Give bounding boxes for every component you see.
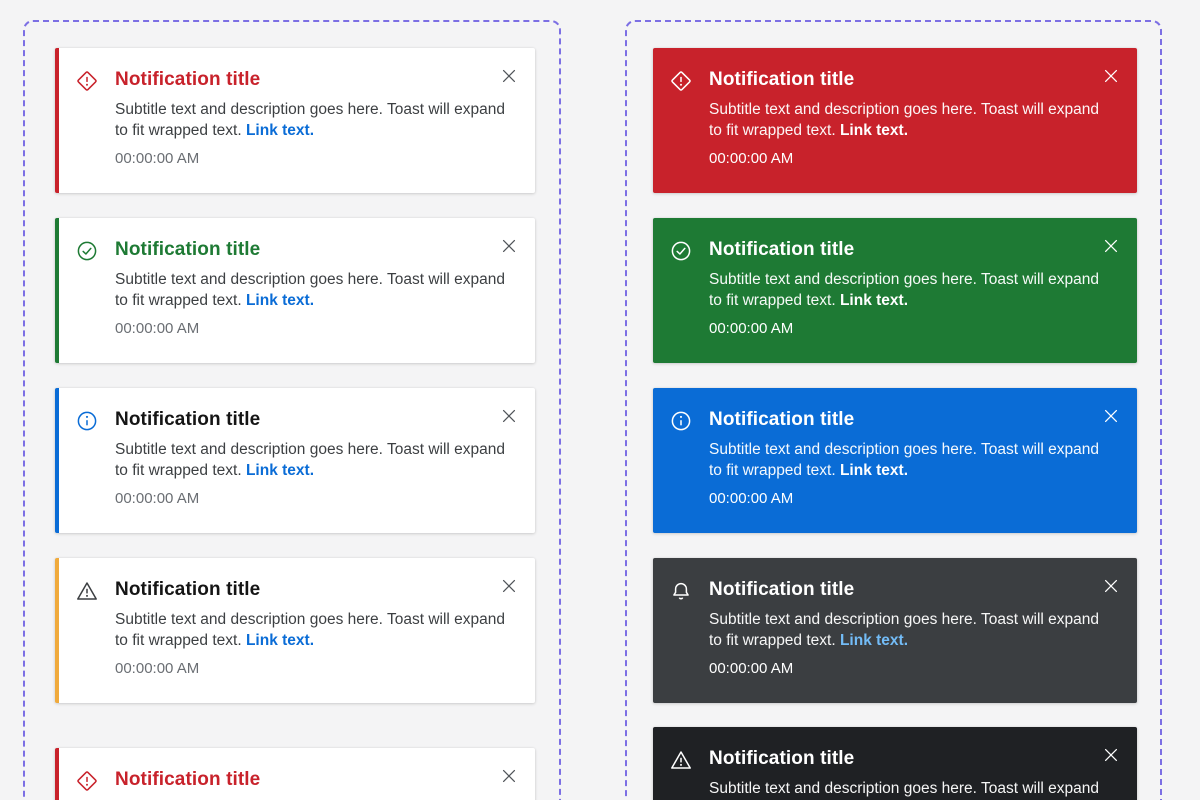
toast-subtitle-text: Subtitle text and description goes here.… [115,101,506,139]
toast-title: Notification title [115,69,261,90]
toast-timestamp: 00:00:00 AM [115,490,200,507]
toast-subtitle-text: Subtitle text and description goes here.… [115,611,506,649]
toast-link[interactable]: Link text. [245,292,315,309]
toast-title: Notification title [709,579,855,600]
close-icon[interactable] [1099,574,1123,598]
toast-link[interactable]: Link text. [245,122,315,139]
exclamation-diamond-icon [75,69,99,93]
toast-timestamp: 00:00:00 AM [709,660,794,677]
toast-subtitle-text: Subtitle text and description goes here.… [709,611,1100,649]
toast-timestamp: 00:00:00 AM [709,320,794,337]
toast-warning-outline: Notification title Subtitle text and des… [55,558,535,703]
close-icon[interactable] [1099,64,1123,88]
toast-subtitle: Subtitle text and description goes here.… [709,609,1101,651]
toast-subtitle: Subtitle text and description goes here.… [115,439,507,481]
toast-content: Notification title Subtitle text and des… [115,68,507,175]
warning-triangle-icon [75,579,99,603]
toast-link[interactable]: Link text. [839,632,909,649]
toast-subtitle: Subtitle text and description goes here.… [115,609,507,651]
info-circle-icon [75,409,99,433]
toast-danger-outline-2: Notification title Subtitle text and des… [55,748,535,800]
close-icon[interactable] [1099,743,1123,767]
close-icon[interactable] [497,234,521,258]
toast-content: Notification title Subtitle text and des… [709,238,1101,345]
toast-timestamp: 00:00:00 AM [115,660,200,677]
toast-title: Notification title [115,239,261,260]
toast-title: Notification title [709,239,855,260]
exclamation-diamond-icon [75,769,99,793]
toast-link[interactable]: Link text. [245,462,315,479]
check-circle-icon [669,239,693,263]
info-circle-icon [669,409,693,433]
toast-content: Notification title Subtitle text and des… [709,747,1101,800]
toast-subtitle: Subtitle text and description goes here.… [709,439,1101,481]
toast-title: Notification title [115,409,261,430]
toast-subtitle-text: Subtitle text and description goes here.… [709,441,1100,479]
close-icon[interactable] [497,574,521,598]
toast-subtitle-text: Subtitle text and description goes here.… [709,271,1100,309]
toast-timestamp: 00:00:00 AM [115,150,200,167]
toast-title: Notification title [709,409,855,430]
toast-subtitle-text: Subtitle text and description goes here.… [709,101,1100,139]
toast-danger-solid: Notification title Subtitle text and des… [653,48,1137,193]
toast-content: Notification title Subtitle text and des… [115,408,507,515]
close-icon[interactable] [497,404,521,428]
bell-icon [669,579,693,603]
toast-danger-outline-1: Notification title Subtitle text and des… [55,48,535,193]
toast-link[interactable]: Link text. [839,122,909,139]
toast-link[interactable]: Link text. [839,462,909,479]
toast-subtitle: Subtitle text and description goes here.… [709,778,1101,800]
toast-subtitle: Subtitle text and description goes here.… [115,269,507,311]
toast-link[interactable]: Link text. [245,632,315,649]
toast-title: Notification title [115,769,261,790]
toast-content: Notification title Subtitle text and des… [709,578,1101,685]
toast-title: Notification title [709,69,855,90]
toast-timestamp: 00:00:00 AM [709,150,794,167]
toast-title: Notification title [709,748,855,769]
check-circle-icon [75,239,99,263]
toast-link[interactable]: Link text. [839,292,909,309]
toast-timestamp: 00:00:00 AM [709,490,794,507]
exclamation-diamond-icon [669,69,693,93]
toast-timestamp: 00:00:00 AM [115,320,200,337]
close-icon[interactable] [497,764,521,788]
toast-notification-solid: Notification title Subtitle text and des… [653,558,1137,703]
toast-success-outline: Notification title Subtitle text and des… [55,218,535,363]
toast-success-solid: Notification title Subtitle text and des… [653,218,1137,363]
toast-subtitle: Subtitle text and description goes here.… [115,99,507,141]
toast-content: Notification title Subtitle text and des… [709,408,1101,515]
toast-warning-solid-dark: Notification title Subtitle text and des… [653,727,1137,800]
close-icon[interactable] [1099,234,1123,258]
toast-content: Notification title Subtitle text and des… [115,238,507,345]
toast-subtitle: Subtitle text and description goes here.… [709,269,1101,311]
outline-toasts-group: Notification title Subtitle text and des… [23,20,561,800]
warning-triangle-icon [669,748,693,772]
toast-subtitle-text: Subtitle text and description goes here.… [709,780,1100,797]
toast-subtitle-text: Subtitle text and description goes here.… [115,441,506,479]
close-icon[interactable] [497,64,521,88]
toast-content: Notification title Subtitle text and des… [115,578,507,685]
toast-content: Notification title Subtitle text and des… [115,768,507,800]
toast-subtitle-text: Subtitle text and description goes here.… [115,271,506,309]
toast-title: Notification title [115,579,261,600]
solid-toasts-group: Notification title Subtitle text and des… [625,20,1162,800]
toast-subtitle: Subtitle text and description goes here.… [709,99,1101,141]
toast-info-outline: Notification title Subtitle text and des… [55,388,535,533]
toast-info-solid: Notification title Subtitle text and des… [653,388,1137,533]
close-icon[interactable] [1099,404,1123,428]
toast-content: Notification title Subtitle text and des… [709,68,1101,175]
